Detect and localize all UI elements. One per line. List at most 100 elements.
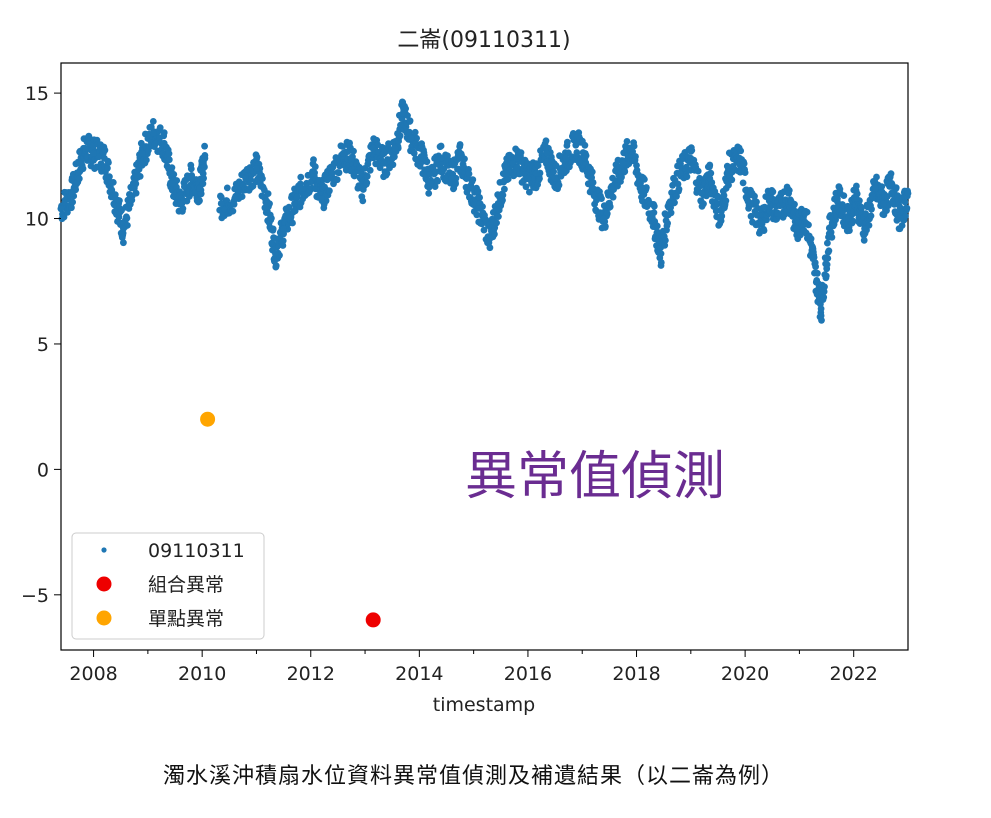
legend-marker xyxy=(96,576,112,592)
data-point xyxy=(452,180,459,188)
data-point xyxy=(846,227,853,235)
data-point xyxy=(369,144,377,152)
data-point xyxy=(817,305,825,313)
data-point xyxy=(111,195,119,202)
y-tick-label: −5 xyxy=(21,585,49,607)
data-point xyxy=(285,203,293,211)
data-point xyxy=(297,173,305,181)
data-point xyxy=(456,154,464,162)
data-point xyxy=(888,180,896,187)
data-point xyxy=(671,199,678,207)
data-point xyxy=(465,170,473,178)
data-point xyxy=(399,109,407,117)
data-point xyxy=(904,190,912,197)
data-point xyxy=(197,190,205,198)
x-tick-label: 2016 xyxy=(504,663,552,685)
data-point xyxy=(217,200,225,207)
data-point xyxy=(868,205,875,213)
data-point xyxy=(818,316,825,324)
data-point xyxy=(820,293,828,301)
anomaly-point xyxy=(365,612,381,628)
data-point xyxy=(588,168,596,176)
data-point xyxy=(475,205,483,212)
data-point xyxy=(673,192,680,200)
data-point xyxy=(391,144,399,152)
figure-caption: 濁水溪沖積扇水位資料異常值偵測及補遺結果（以二崙為例） xyxy=(163,764,785,789)
data-point xyxy=(311,163,319,171)
data-point xyxy=(822,272,830,280)
data-point xyxy=(526,188,533,196)
data-point xyxy=(736,154,744,162)
data-point xyxy=(758,220,765,227)
data-point xyxy=(358,185,366,192)
data-point xyxy=(90,149,97,157)
data-point xyxy=(60,213,68,221)
data-point xyxy=(501,185,508,193)
data-point xyxy=(363,172,371,180)
chart-title: 二崙(09110311) xyxy=(397,28,570,53)
data-point xyxy=(606,203,614,211)
data-point xyxy=(272,262,280,270)
data-point xyxy=(573,139,581,147)
data-point xyxy=(168,164,176,172)
x-tick-label: 2008 xyxy=(69,663,117,685)
x-tick-label: 2022 xyxy=(830,663,878,685)
data-point xyxy=(853,195,860,202)
data-point xyxy=(299,185,306,192)
data-point xyxy=(706,161,714,169)
data-point xyxy=(747,212,755,220)
data-point xyxy=(878,183,886,191)
data-point xyxy=(760,227,768,235)
data-point xyxy=(229,207,237,215)
data-point xyxy=(123,214,131,222)
data-point xyxy=(791,200,798,208)
data-point xyxy=(359,197,367,205)
data-point xyxy=(662,237,669,244)
series-09110311 xyxy=(57,98,912,324)
data-point xyxy=(517,149,525,157)
data-point xyxy=(653,222,661,230)
anomaly-point xyxy=(200,411,216,427)
data-point xyxy=(623,138,631,145)
data-point xyxy=(310,156,317,164)
data-point xyxy=(491,230,498,238)
data-point xyxy=(825,230,833,238)
data-point xyxy=(641,176,648,183)
data-point xyxy=(149,129,157,137)
data-point xyxy=(737,147,745,155)
data-point xyxy=(264,190,272,198)
data-point xyxy=(326,175,334,182)
data-point xyxy=(725,181,732,189)
data-point xyxy=(825,247,833,255)
data-point xyxy=(707,169,715,177)
data-point xyxy=(502,170,510,177)
data-point xyxy=(280,225,287,233)
data-point xyxy=(892,184,900,192)
data-point xyxy=(669,181,676,189)
data-point xyxy=(476,194,483,201)
data-point xyxy=(76,159,84,167)
data-point xyxy=(242,175,250,182)
data-point xyxy=(437,154,445,162)
data-point xyxy=(694,167,702,175)
data-point xyxy=(423,158,431,166)
data-point xyxy=(280,230,287,238)
data-point xyxy=(469,176,477,184)
data-point xyxy=(187,165,195,173)
data-point xyxy=(467,185,475,192)
data-point xyxy=(348,154,355,162)
data-point xyxy=(196,197,203,205)
data-point xyxy=(326,187,333,195)
data-point xyxy=(160,139,168,147)
data-point xyxy=(410,149,418,157)
data-point xyxy=(199,180,207,188)
data-point xyxy=(82,144,89,152)
data-point xyxy=(821,283,828,291)
data-point xyxy=(389,161,397,169)
data-point xyxy=(230,200,238,208)
data-point xyxy=(411,128,419,136)
data-point xyxy=(504,175,512,183)
data-point xyxy=(824,239,831,247)
data-point xyxy=(873,173,880,181)
data-point xyxy=(68,204,75,212)
